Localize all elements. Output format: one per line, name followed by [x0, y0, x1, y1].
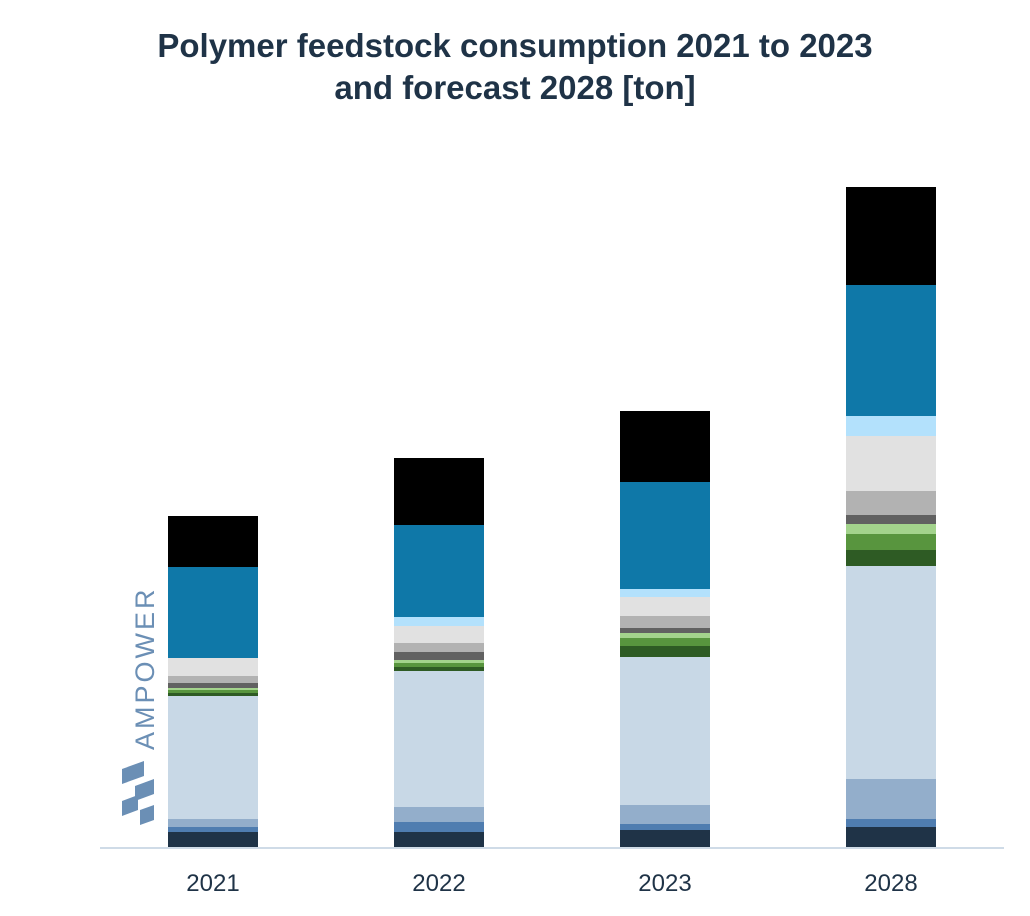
- x-tick-label-2021: 2021: [186, 870, 239, 897]
- bar-segment-2021-s9: [168, 676, 258, 683]
- x-tick-label-2028: 2028: [864, 870, 917, 897]
- bar-segment-2022-s7: [394, 660, 484, 663]
- bar-segment-2021-s7: [168, 688, 258, 690]
- bar-segment-2028-s3: [846, 779, 936, 819]
- bar-segment-2022-s1: [394, 832, 484, 848]
- bar-segment-2028-s12: [846, 285, 936, 416]
- bar-segment-2021-s13: [168, 516, 258, 567]
- bar-segment-2021-s1: [168, 832, 258, 848]
- bar-segment-2023-s11: [620, 589, 710, 597]
- bar-segment-2022-s13: [394, 458, 484, 525]
- bar-segment-2021-s6: [168, 690, 258, 693]
- bar-segment-2028-s13: [846, 187, 936, 285]
- bar-stack-2022: [394, 458, 484, 848]
- bar-stack-2028: [846, 187, 936, 848]
- bar-segment-2023-s5: [620, 646, 710, 657]
- bar-segment-2023-s1: [620, 830, 710, 848]
- bar-segment-2028-s7: [846, 524, 936, 534]
- bar-segment-2023-s10: [620, 597, 710, 616]
- bar-segment-2028-s5: [846, 550, 936, 566]
- bar-segment-2021-s2: [168, 827, 258, 832]
- bar-segment-2028-s8: [846, 515, 936, 524]
- bar-segment-2022-s2: [394, 822, 484, 832]
- bar-segment-2023-s12: [620, 482, 710, 589]
- bar-segment-2023-s2: [620, 824, 710, 830]
- bar-segment-2021-s4: [168, 696, 258, 819]
- bar-segment-2023-s8: [620, 628, 710, 633]
- ampower-logo-icon: [122, 761, 154, 825]
- bar-segment-2028-s2: [846, 819, 936, 827]
- bar-segment-2022-s10: [394, 626, 484, 643]
- bar-segment-2023-s13: [620, 411, 710, 482]
- bar-segment-2022-s9: [394, 643, 484, 652]
- bar-segment-2028-s6: [846, 534, 936, 550]
- bars-layer: [168, 187, 936, 848]
- watermark-text: AMPOWER: [130, 586, 160, 750]
- bar-stack-2023: [620, 411, 710, 848]
- x-tick-label-2023: 2023: [638, 870, 691, 897]
- bar-segment-2022-s6: [394, 663, 484, 667]
- bar-segment-2022-s12: [394, 525, 484, 617]
- bar-stack-2021: [168, 516, 258, 848]
- bar-segment-2021-s8: [168, 683, 258, 688]
- bar-segment-2021-s5: [168, 693, 258, 696]
- bar-segment-2028-s9: [846, 491, 936, 515]
- x-tick-label-2022: 2022: [412, 870, 465, 897]
- bar-segment-2022-s8: [394, 652, 484, 660]
- bar-segment-2023-s7: [620, 633, 710, 638]
- chart-title-line-2: and forecast 2028 [ton]: [334, 69, 696, 106]
- bar-segment-2028-s4: [846, 566, 936, 779]
- bar-segment-2023-s6: [620, 638, 710, 646]
- bar-segment-2022-s3: [394, 807, 484, 822]
- bar-segment-2023-s4: [620, 657, 710, 805]
- bar-segment-2023-s3: [620, 805, 710, 824]
- bar-segment-2028-s1: [846, 827, 936, 848]
- bar-segment-2021-s12: [168, 567, 258, 658]
- x-tick-labels: 2021 2022 2023 2028: [186, 870, 917, 897]
- bar-segment-2028-s10: [846, 436, 936, 491]
- bar-segment-2022-s4: [394, 671, 484, 807]
- bar-segment-2023-s9: [620, 616, 710, 628]
- bar-segment-2021-s3: [168, 819, 258, 827]
- bar-segment-2022-s11: [394, 617, 484, 626]
- chart-title-line-1: Polymer feedstock consumption 2021 to 20…: [157, 27, 873, 64]
- bar-segment-2028-s11: [846, 416, 936, 436]
- bar-segment-2022-s5: [394, 667, 484, 671]
- bar-segment-2021-s10: [168, 658, 258, 676]
- ampower-watermark: AMPOWER: [122, 586, 160, 825]
